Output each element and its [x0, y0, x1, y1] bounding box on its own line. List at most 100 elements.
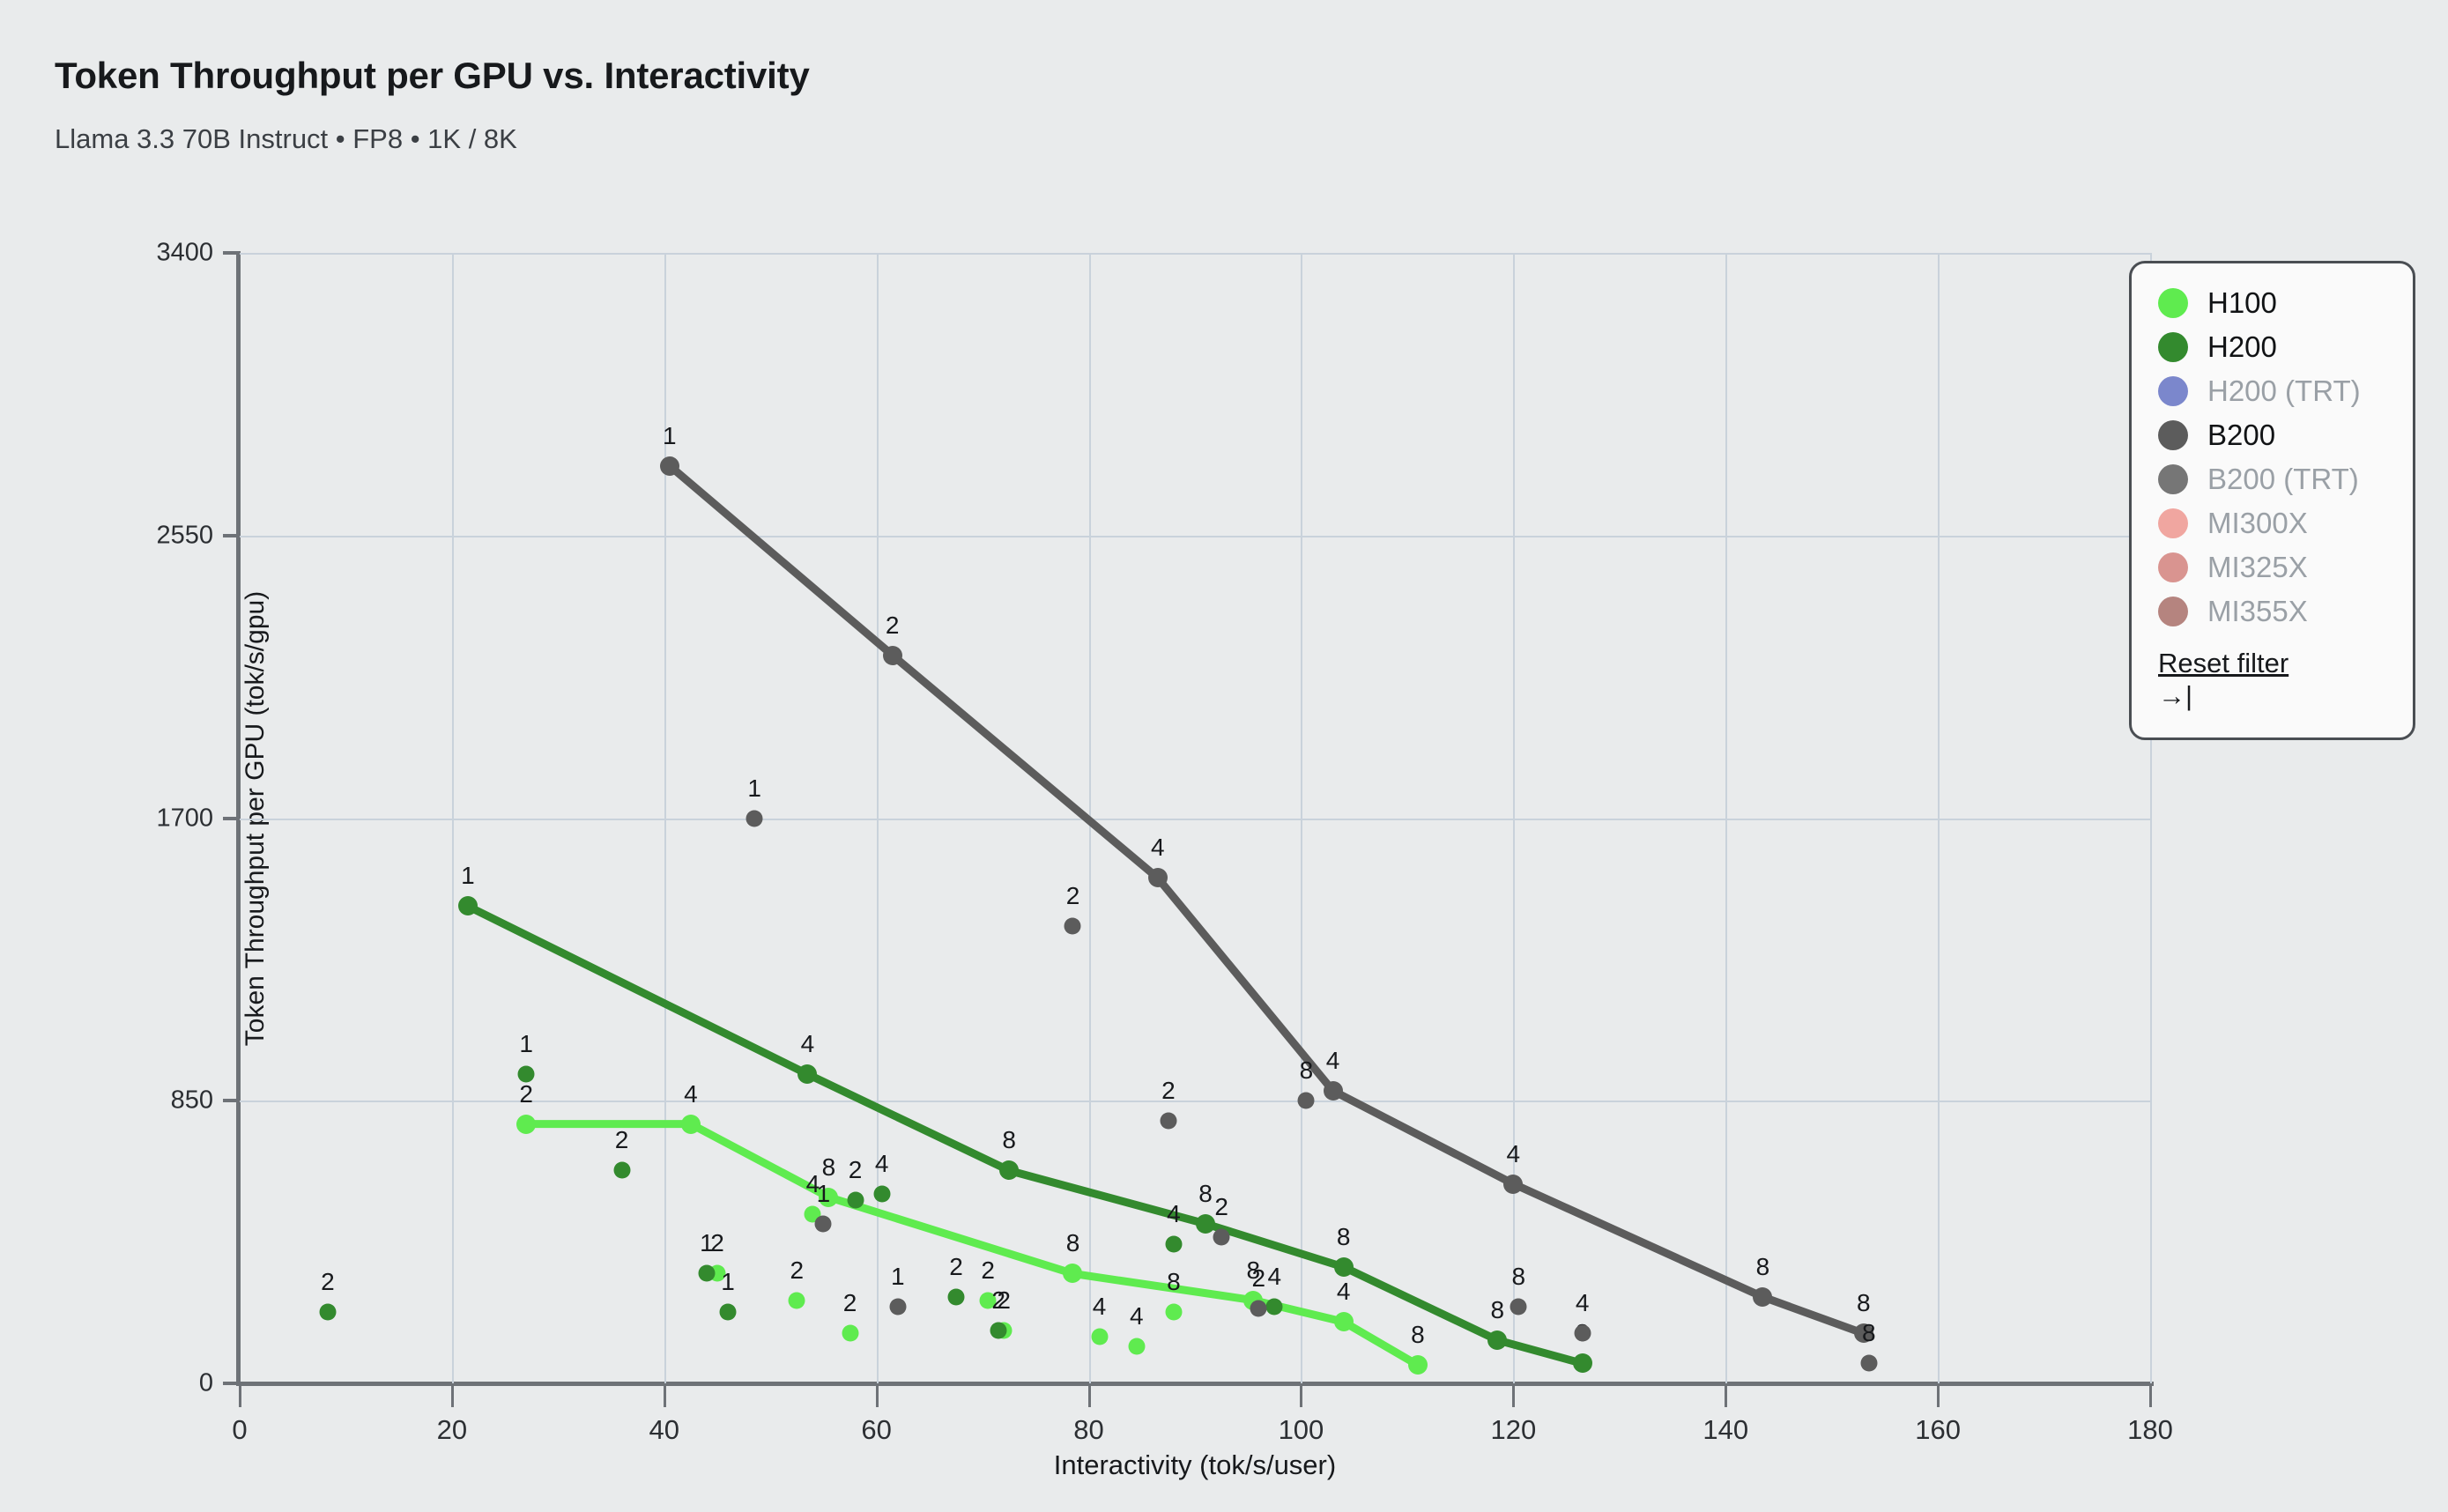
legend-item-h100[interactable]: H100 — [2158, 286, 2386, 320]
data-point[interactable] — [1323, 1080, 1343, 1101]
data-point[interactable] — [819, 1187, 839, 1207]
data-point[interactable] — [319, 1303, 337, 1321]
data-point[interactable] — [680, 1114, 701, 1134]
data-point[interactable] — [1064, 917, 1081, 935]
legend-item-b200[interactable]: B200 — [2158, 419, 2386, 452]
x-tick-mark — [450, 1386, 454, 1407]
data-point[interactable] — [1091, 1328, 1109, 1345]
data-point[interactable] — [889, 1298, 907, 1316]
x-tick-mark — [239, 1386, 241, 1407]
y-tick-mark — [223, 251, 239, 255]
legend-item-mi355x[interactable]: MI355X — [2158, 595, 2386, 628]
legend-swatch-icon — [2158, 464, 2188, 494]
data-point-label: 8 — [1299, 1056, 1314, 1085]
legend-item-label: MI300X — [2207, 507, 2308, 539]
data-point[interactable] — [719, 1303, 737, 1321]
x-tick-label: 120 — [1490, 1414, 1537, 1445]
data-point[interactable] — [516, 1114, 537, 1134]
legend-item-b200-trt[interactable]: B200 (TRT) — [2158, 463, 2386, 496]
data-point-label: 4 — [800, 1030, 815, 1058]
data-point-label: 8 — [821, 1153, 836, 1181]
y-tick-label: 2550 — [156, 521, 213, 550]
data-point[interactable] — [873, 1185, 891, 1203]
legend-swatch-icon — [2158, 508, 2188, 538]
data-point[interactable] — [1063, 1264, 1083, 1284]
data-point[interactable] — [457, 896, 478, 916]
legend-items: H100 H200 H200 (TRT) B200 B200 (TRT) MI300X MI… — [2158, 286, 2386, 628]
data-point[interactable] — [1574, 1324, 1591, 1342]
data-point-label: 8 — [1862, 1319, 1876, 1347]
legend-item-label: H200 — [2207, 330, 2277, 363]
x-tick-label: 60 — [861, 1414, 892, 1445]
data-point[interactable] — [1333, 1312, 1354, 1332]
data-point[interactable] — [1250, 1300, 1267, 1317]
data-point[interactable] — [746, 810, 763, 826]
data-point-label: 2 — [1161, 1076, 1176, 1104]
data-point[interactable] — [613, 1161, 631, 1179]
data-point[interactable] — [1572, 1353, 1592, 1374]
data-point-label: 4 — [1167, 1199, 1181, 1227]
data-point[interactable] — [1196, 1213, 1216, 1234]
data-point[interactable] — [814, 1215, 832, 1233]
legend-swatch-icon — [2158, 420, 2188, 450]
data-point-label: 4 — [1506, 1139, 1521, 1167]
data-point[interactable] — [1213, 1228, 1230, 1246]
legend-panel[interactable]: H100 H200 H200 (TRT) B200 B200 (TRT) MI300X MI… — [2129, 261, 2415, 741]
data-point[interactable] — [698, 1264, 716, 1282]
x-tick-mark — [1725, 1386, 1728, 1407]
reset-arrow-icon[interactable]: →| — [2158, 680, 2193, 711]
data-point[interactable] — [1853, 1323, 1873, 1344]
legend-item-label: H100 — [2207, 286, 2277, 319]
data-point-label: 4 — [805, 1169, 820, 1197]
data-point-label: 2 — [1214, 1192, 1228, 1220]
data-point[interactable] — [1297, 1092, 1315, 1109]
data-point[interactable] — [1333, 1256, 1354, 1277]
y-tick-mark — [223, 533, 239, 537]
legend-item-mi300x[interactable]: MI300X — [2158, 507, 2386, 540]
data-point[interactable] — [882, 645, 902, 665]
data-point[interactable] — [947, 1288, 965, 1306]
data-point-label: 4 — [1092, 1293, 1107, 1321]
legend-swatch-icon — [2158, 376, 2188, 406]
data-point-label: 4 — [1151, 834, 1165, 862]
y-tick-mark — [223, 816, 239, 820]
legend-item-label: H200 (TRT) — [2207, 374, 2361, 407]
data-point[interactable] — [1160, 1112, 1177, 1130]
data-point-label: 8 — [1511, 1263, 1526, 1291]
legend-item-h200[interactable]: H200 — [2158, 330, 2386, 364]
data-point[interactable] — [990, 1322, 1007, 1339]
data-point-label: 2 — [981, 1256, 995, 1284]
x-tick-label: 40 — [649, 1414, 680, 1445]
data-point[interactable] — [1265, 1298, 1283, 1316]
y-tick-label: 850 — [170, 1086, 213, 1115]
data-point-label: 2 — [949, 1252, 963, 1280]
data-point[interactable] — [999, 1160, 1020, 1181]
data-point[interactable] — [842, 1324, 859, 1342]
data-point[interactable] — [1147, 868, 1168, 888]
data-point[interactable] — [517, 1065, 535, 1083]
data-point[interactable] — [1860, 1354, 1878, 1372]
data-point[interactable] — [659, 456, 679, 476]
data-point[interactable] — [797, 1064, 818, 1085]
data-point[interactable] — [1510, 1298, 1527, 1316]
data-point[interactable] — [1407, 1355, 1428, 1375]
x-tick-mark — [1087, 1386, 1091, 1407]
legend-item-label: B200 (TRT) — [2207, 463, 2359, 495]
data-point-label: 2 — [1251, 1264, 1266, 1293]
legend-swatch-icon — [2158, 597, 2188, 626]
data-point[interactable] — [1503, 1174, 1524, 1194]
data-point[interactable] — [847, 1191, 864, 1209]
data-point[interactable] — [1165, 1303, 1183, 1321]
y-axis-title-wrap: Token Throughput per GPU (tok/s/gpu) — [0, 253, 270, 1383]
data-point[interactable] — [788, 1292, 805, 1309]
legend-item-h200-trt[interactable]: H200 (TRT) — [2158, 374, 2386, 408]
data-point[interactable] — [1753, 1286, 1773, 1307]
data-point[interactable] — [979, 1292, 997, 1309]
reset-filter-link[interactable]: Reset filter — [2158, 648, 2289, 678]
data-point[interactable] — [1487, 1330, 1508, 1350]
legend-item-mi325x[interactable]: MI325X — [2158, 551, 2386, 584]
data-point[interactable] — [1128, 1338, 1146, 1355]
data-point[interactable] — [1165, 1235, 1183, 1252]
x-tick-mark — [1512, 1386, 1516, 1407]
